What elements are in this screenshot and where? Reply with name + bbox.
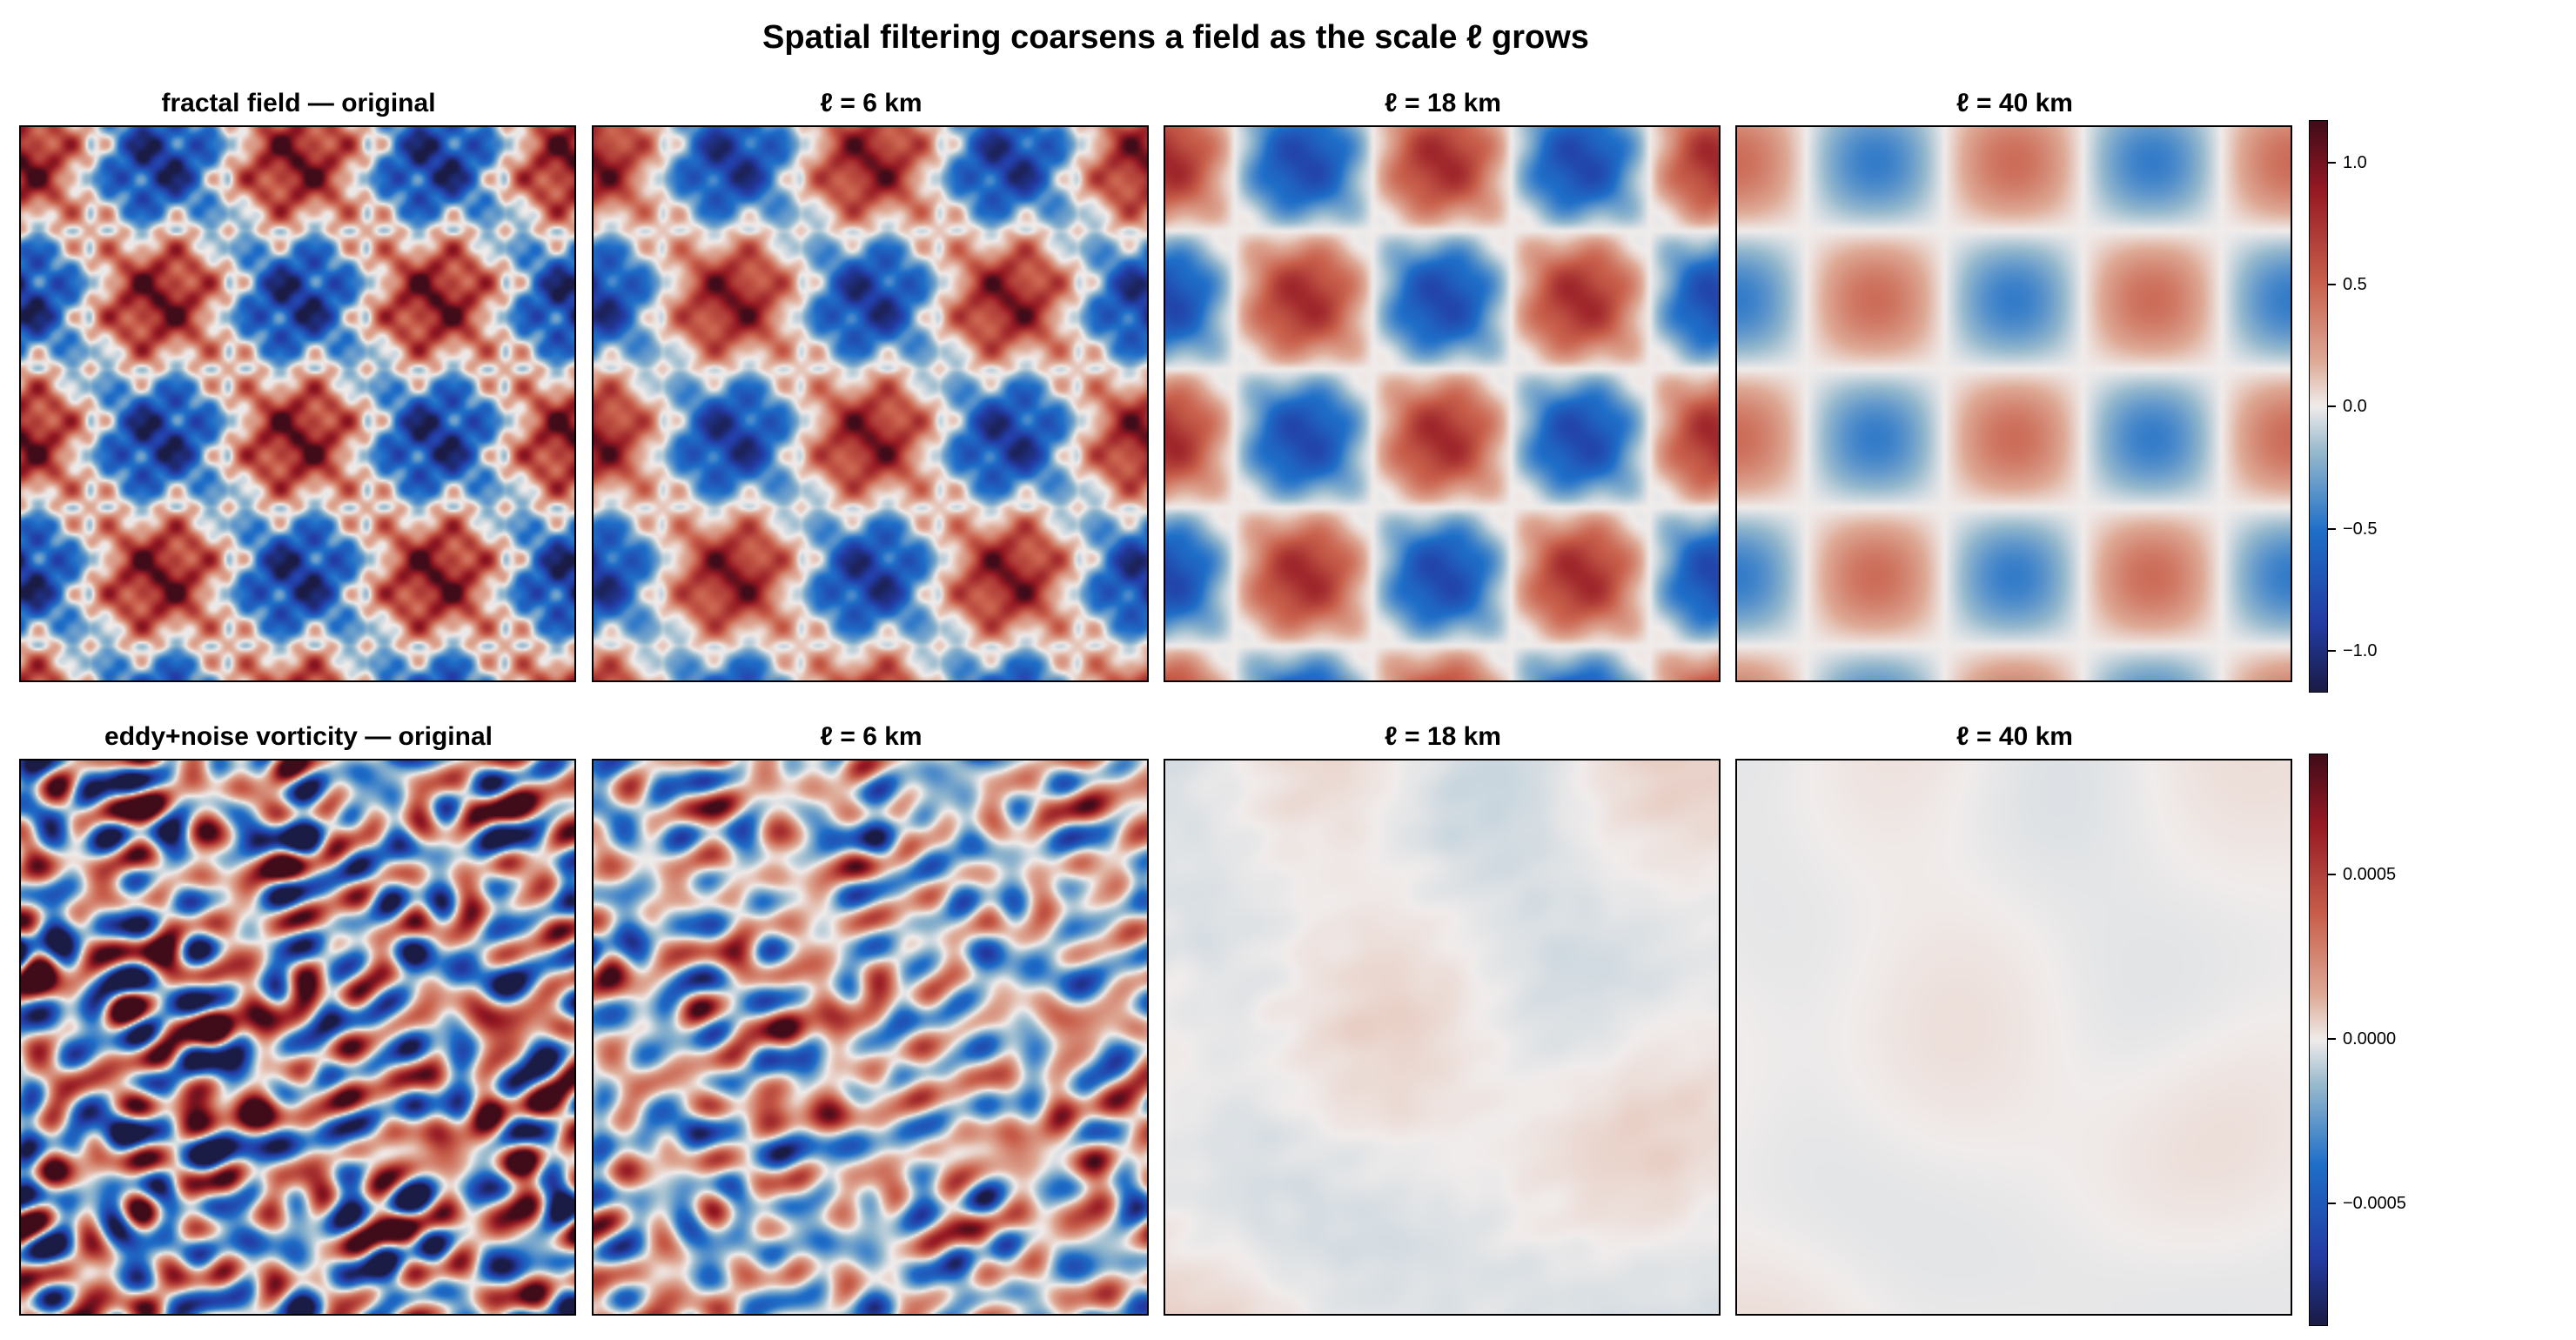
- panel-title-fractal-l6: ℓ = 6 km: [820, 89, 922, 117]
- colorbar-tick: [2328, 1038, 2336, 1040]
- panel-title-fractal-l18: ℓ = 18 km: [1385, 89, 1501, 117]
- colorbar-tick: [2328, 162, 2336, 164]
- panel-title-vorticity-l6: ℓ = 6 km: [820, 722, 922, 751]
- colorbar-tick: [2328, 405, 2336, 407]
- colorbar-tick-label: 0.0000: [2343, 1029, 2397, 1049]
- panel-title-fractal-original: fractal field — original: [161, 89, 436, 117]
- colorbar-tick: [2328, 528, 2336, 530]
- colorbar-tick: [2328, 1203, 2336, 1204]
- colorbar-tick-label: 1.0: [2343, 153, 2367, 172]
- heatmap-fractal-l6: [592, 125, 1149, 682]
- colorbar-tick-label: −1.0: [2343, 641, 2378, 660]
- figure-title: Spatial filtering coarsens a field as th…: [762, 19, 1589, 56]
- panel-title-vorticity-l40: ℓ = 40 km: [1956, 722, 2073, 751]
- colorbar-tick-label: 0.0: [2343, 397, 2367, 416]
- panel-title-vorticity-original: eddy+noise vorticity — original: [104, 722, 493, 751]
- colorbar-tick-label: −0.0005: [2343, 1194, 2406, 1213]
- colorbar-tick-label: 0.0005: [2343, 865, 2397, 884]
- heatmap-vorticity-original: [19, 759, 576, 1316]
- colorbar-fractal: [2309, 120, 2328, 693]
- heatmap-vorticity-l6: [592, 759, 1149, 1316]
- colorbar-vorticity: [2309, 754, 2328, 1326]
- colorbar-tick-label: −0.5: [2343, 519, 2378, 539]
- heatmap-fractal-l18: [1164, 125, 1721, 682]
- colorbar-tick: [2328, 650, 2336, 652]
- heatmap-vorticity-l40: [1735, 759, 2292, 1316]
- colorbar-tick: [2328, 874, 2336, 875]
- panel-title-vorticity-l18: ℓ = 18 km: [1385, 722, 1501, 751]
- heatmap-vorticity-l18: [1164, 759, 1721, 1316]
- heatmap-fractal-original: [19, 125, 576, 682]
- heatmap-fractal-l40: [1735, 125, 2292, 682]
- colorbar-tick: [2328, 284, 2336, 285]
- panel-title-fractal-l40: ℓ = 40 km: [1956, 89, 2073, 117]
- colorbar-tick-label: 0.5: [2343, 275, 2367, 294]
